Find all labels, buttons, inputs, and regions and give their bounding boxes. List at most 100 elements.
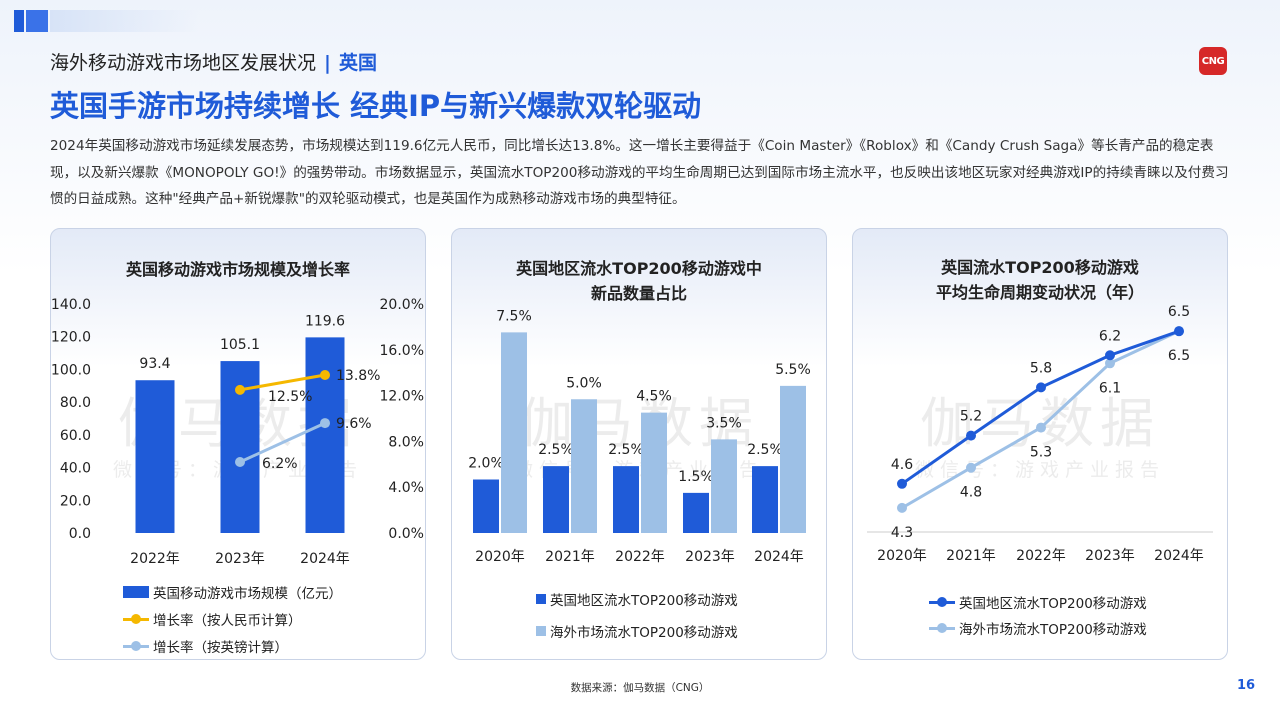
- bar-data-label: 5.0%: [566, 375, 602, 391]
- uk-share-bar: [473, 479, 499, 533]
- lifecycle-data-label: 6.5: [1168, 348, 1190, 364]
- uk-share-bar: [543, 466, 569, 533]
- uk-share-bar: [683, 492, 709, 533]
- region-label: 英国: [338, 52, 377, 74]
- y-axis-tick-label: 140.0: [51, 297, 91, 313]
- growth-rate-data-label: 6.2%: [262, 456, 298, 472]
- lifecycle-data-label: 5.8: [1030, 360, 1052, 376]
- legend-growth-rmb-label: 增长率（按人民币计算）: [153, 613, 302, 629]
- decorative-header-bar: [14, 10, 214, 32]
- legend-overseas-top200: 海外市场流水TOP200移动游戏: [536, 621, 738, 641]
- x-axis-tick-label: 2022年: [130, 551, 180, 567]
- y-axis-tick-label: 40.0: [60, 461, 91, 477]
- lifecycle-data-label: 6.2: [1099, 328, 1121, 344]
- cng-logo: CNG: [1199, 47, 1227, 75]
- lifecycle-point: [966, 430, 976, 441]
- bar-data-label: 119.6: [305, 313, 345, 329]
- growth-rate-line: [239, 373, 326, 392]
- lifecycle-data-label: 5.2: [960, 409, 982, 425]
- lifecycle-chart: 2020年 2021年 2022年 2023年 2024年 4.3 4.8 5.3 6.1 6.5…: [867, 304, 1213, 564]
- legend-line-swatch: [123, 640, 149, 652]
- overseas-share-bar: [780, 385, 806, 533]
- legend-growth-gbp: 增长率（按英镑计算）: [123, 636, 288, 656]
- legend-overseas-lifecycle-label: 海外市场流水TOP200移动游戏: [959, 622, 1147, 638]
- overseas-lifecycle-line: [901, 329, 1180, 510]
- legend-growth-rmb: 增长率（按人民币计算）: [123, 609, 302, 629]
- lifecycle-point: [1105, 358, 1115, 369]
- y-axis-tick-label: 120.0: [51, 330, 91, 346]
- growth-rate-data-label: 12.5%: [268, 389, 312, 405]
- lifecycle-data-label: 6.5: [1168, 304, 1190, 320]
- y2-axis-tick-label: 12.0%: [380, 389, 424, 405]
- x-axis-tick-label: 2024年: [1154, 548, 1204, 564]
- bar-data-label: 7.5%: [496, 308, 532, 324]
- x-axis-tick-label: 2024年: [300, 551, 350, 567]
- legend-uk-lifecycle: 英国地区流水TOP200移动游戏: [929, 592, 1147, 612]
- growth-rate-line: [239, 421, 326, 464]
- lifecycle-data-label: 4.8: [960, 485, 982, 501]
- growth-rate-point: [320, 369, 330, 380]
- lifecycle-data-label: 4.6: [891, 457, 913, 473]
- lifecycle-point: [966, 462, 976, 473]
- legend-line-swatch: [929, 596, 955, 608]
- x-axis-tick-label: 2023年: [215, 551, 265, 567]
- market-size-bar: [305, 337, 345, 533]
- lifecycle-point: [897, 478, 907, 489]
- market-size-bar: [135, 380, 175, 533]
- legend-uk-top200-label: 英国地区流水TOP200移动游戏: [550, 593, 738, 609]
- chart2-title-line1: 英国地区流水TOP200移动游戏中: [516, 259, 762, 278]
- lifecycle-data-label: 6.1: [1099, 380, 1121, 396]
- bar-data-label: 2.5%: [747, 442, 783, 458]
- lifecycle-point: [1036, 422, 1046, 433]
- growth-rate-point: [235, 384, 245, 395]
- y-axis-tick-label: 100.0: [51, 362, 91, 378]
- growth-rate-point: [320, 418, 330, 429]
- y2-axis-tick-label: 0.0%: [388, 526, 424, 542]
- overseas-share-bar: [501, 332, 527, 533]
- legend-line-swatch: [123, 613, 149, 625]
- uk-lifecycle-line: [901, 329, 1180, 486]
- x-axis-tick-label: 2023年: [1085, 548, 1135, 564]
- legend-line-swatch: [929, 622, 955, 634]
- section-title-text: 海外移动游戏市场地区发展状况: [50, 52, 317, 74]
- bar-data-label: 1.5%: [678, 469, 714, 485]
- y2-axis-tick-label: 4.0%: [388, 480, 424, 496]
- lifecycle-data-label: 4.3: [891, 525, 913, 541]
- x-axis-tick-label: 2024年: [754, 549, 804, 565]
- lifecycle-point: [1174, 326, 1184, 337]
- lifecycle-point: [1105, 350, 1115, 361]
- bar-data-label: 2.5%: [538, 442, 574, 458]
- bar-data-label: 105.1: [220, 337, 260, 353]
- new-release-share-chart-panel: 英国地区流水TOP200移动游戏中 新品数量占比 伽马数据 微信号：游戏产业报告…: [451, 228, 827, 660]
- data-source-note: 数据来源：伽马数据（CNG）: [570, 682, 710, 694]
- legend-overseas-lifecycle: 海外市场流水TOP200移动游戏: [929, 618, 1147, 638]
- market-size-chart: 0.0 20.0 40.0 60.0 80.0 100.0 120.0 140.0 0.0% 4.…: [51, 297, 424, 567]
- y-axis-tick-label: 0.0: [69, 526, 91, 542]
- bar-data-label: 2.5%: [608, 442, 644, 458]
- bar-data-label: 93.4: [139, 356, 170, 372]
- legend-square-swatch: [536, 626, 546, 636]
- y2-axis-tick-label: 20.0%: [380, 297, 424, 313]
- y-axis-tick-label: 20.0: [60, 493, 91, 509]
- bar-data-label: 2.0%: [468, 456, 504, 472]
- uk-share-bar: [613, 466, 639, 533]
- x-axis-tick-label: 2021年: [946, 548, 996, 564]
- overseas-share-bar: [641, 412, 667, 533]
- growth-rate-data-label: 13.8%: [336, 368, 380, 384]
- chart3-title-line1: 英国流水TOP200移动游戏: [941, 258, 1139, 277]
- overseas-share-bar: [571, 399, 597, 533]
- legend-market-size-label: 英国移动游戏市场规模（亿元）: [153, 586, 342, 602]
- chart2-title-line2: 新品数量占比: [590, 284, 687, 303]
- y-axis-tick-label: 60.0: [60, 428, 91, 444]
- legend-uk-lifecycle-label: 英国地区流水TOP200移动游戏: [959, 596, 1147, 612]
- uk-share-bar: [752, 466, 778, 533]
- logo-text: CNG: [1201, 55, 1225, 67]
- section-title: 海外移动游戏市场地区发展状况 | 英国: [50, 48, 377, 75]
- bar-data-label: 3.5%: [706, 415, 742, 431]
- growth-rate-data-label: 9.6%: [336, 416, 372, 432]
- growth-rate-point: [235, 457, 245, 468]
- chart1-title: 英国移动游戏市场规模及增长率: [125, 260, 350, 279]
- chart3-title-line2: 平均生命周期变动状况（年）: [935, 283, 1144, 302]
- x-axis-tick-label: 2020年: [877, 548, 927, 564]
- lifecycle-point: [1036, 382, 1046, 393]
